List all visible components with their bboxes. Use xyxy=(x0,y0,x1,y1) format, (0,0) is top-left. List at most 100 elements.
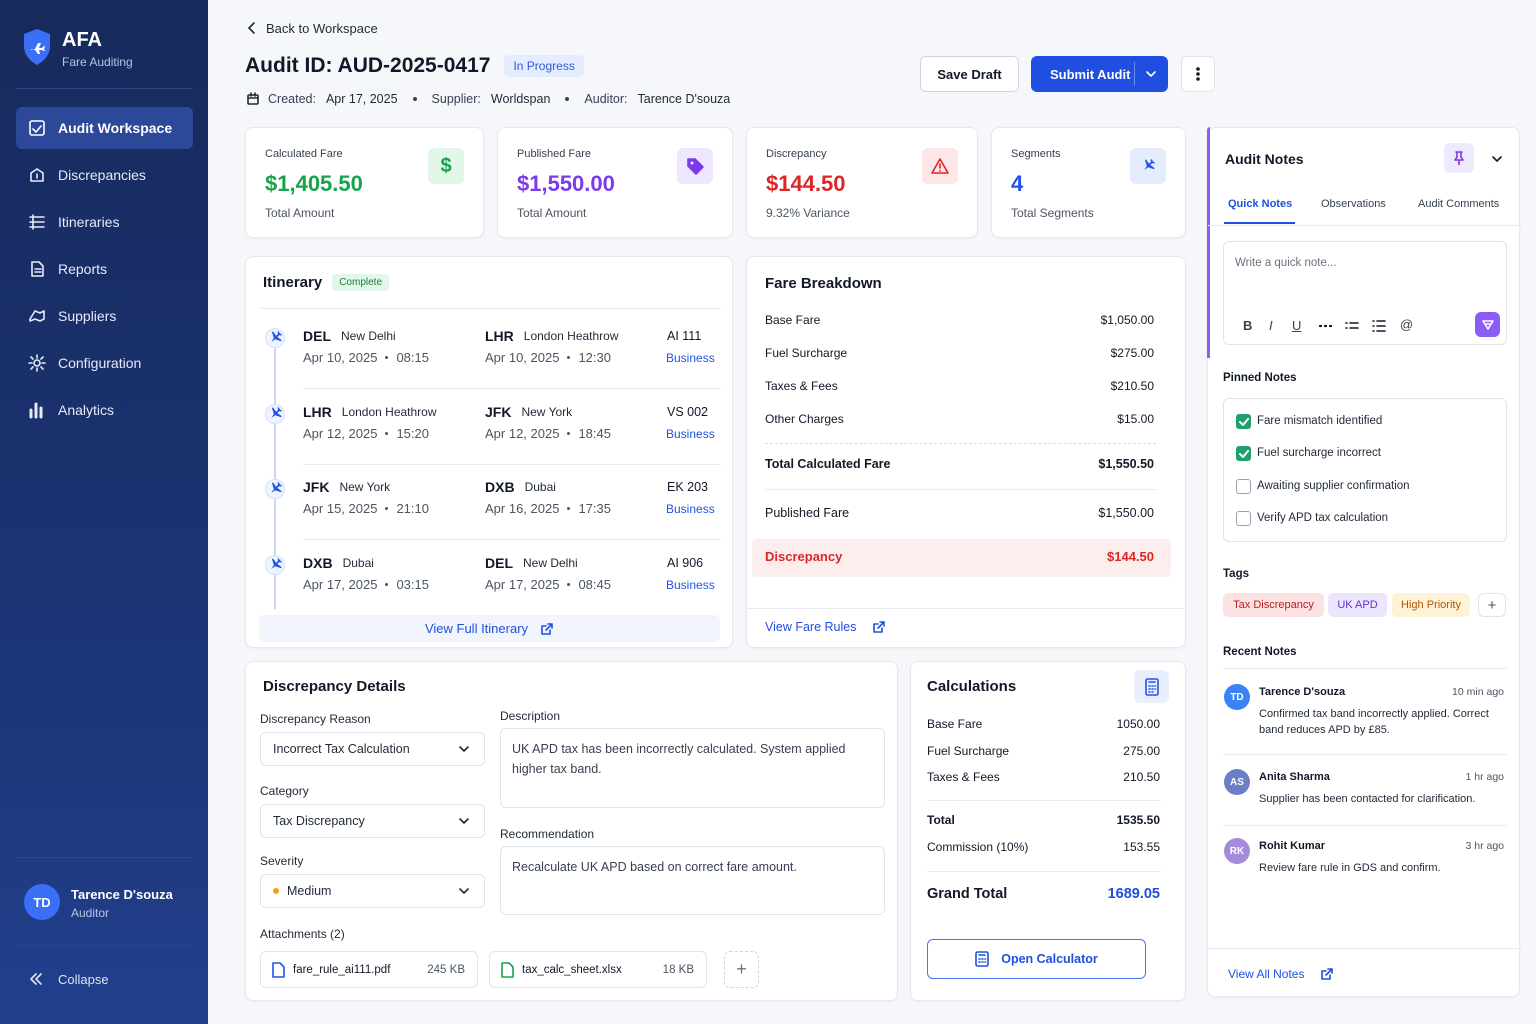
date: Apr 10, 2025 xyxy=(303,350,378,365)
airport-city: Dubai xyxy=(342,555,374,570)
tab[interactable]: Quick Notes xyxy=(1228,198,1293,210)
nav-item[interactable]: Discrepancies xyxy=(16,154,193,196)
toolbar-button[interactable]: U xyxy=(1292,318,1302,333)
note-text: Supplier has been contacted for clarific… xyxy=(1259,793,1476,805)
nav-item[interactable]: Suppliers xyxy=(16,295,193,337)
file-name: fare_rule_ai111.pdf xyxy=(293,963,391,976)
attachment[interactable]: tax_calc_sheet.xlsx 18 KB xyxy=(489,951,707,988)
notes-panel: Audit Notes Quick Notes Observations Audit … xyxy=(1207,127,1521,997)
icon xyxy=(31,261,44,277)
field-label: Category xyxy=(260,784,309,798)
tab[interactable]: Observations xyxy=(1321,198,1386,210)
toolbar-button[interactable] xyxy=(1371,318,1387,334)
icon xyxy=(459,746,469,752)
add-attachment-button[interactable]: + xyxy=(724,951,759,988)
back-link[interactable]: Back to Workspace xyxy=(244,20,378,36)
select-severity[interactable]: Medium xyxy=(260,874,485,908)
link-icon xyxy=(540,622,554,636)
view-all-notes-link[interactable]: View All Notes xyxy=(1228,967,1334,981)
nav-item[interactable]: Analytics xyxy=(16,389,193,431)
cabin-class: Business xyxy=(666,577,715,592)
divider xyxy=(1223,668,1507,669)
add-tag-button[interactable]: + xyxy=(1478,593,1506,617)
brand-subtitle: Fare Auditing xyxy=(62,55,133,69)
toolbar-button[interactable]: I xyxy=(1269,318,1273,333)
user-role: Auditor xyxy=(71,906,110,920)
select-chevron xyxy=(456,813,472,829)
airport-city: Dubai xyxy=(524,480,556,494)
nav-item[interactable]: Itineraries xyxy=(16,201,193,243)
row-label: Fuel Surcharge xyxy=(927,743,1010,758)
airport-city: New Delhi xyxy=(523,555,578,570)
collapse-panel-button[interactable] xyxy=(1489,151,1505,167)
select-category[interactable]: Tax Discrepancy xyxy=(260,804,485,838)
icon xyxy=(271,406,283,418)
time: 08:15 xyxy=(396,350,429,365)
file-icon xyxy=(271,961,285,978)
icon xyxy=(459,888,469,894)
nav-item[interactable]: Configuration xyxy=(16,342,193,384)
toolbar-button[interactable] xyxy=(1344,318,1360,334)
page-title: Audit ID: AUD-2025-0417 xyxy=(245,54,491,77)
separator-dot xyxy=(385,431,389,435)
checkbox[interactable] xyxy=(1236,478,1251,494)
tag[interactable]: UK APD xyxy=(1328,593,1387,617)
airport-code: LHR xyxy=(485,328,514,344)
submit-button[interactable]: Submit Audit xyxy=(1031,56,1168,92)
icon xyxy=(30,973,42,985)
save-draft-button[interactable]: Save Draft xyxy=(920,56,1019,92)
checkbox[interactable] xyxy=(1236,414,1251,429)
toolbar-button[interactable]: B xyxy=(1243,318,1253,333)
meta-row: Created: Apr 17, 2025 Supplier: Worldspan Au… xyxy=(246,92,730,106)
row-value: $1,050.00 xyxy=(1100,313,1154,327)
nav-item[interactable]: Reports xyxy=(16,248,193,290)
divider xyxy=(303,463,721,465)
select-value: Medium xyxy=(287,884,332,898)
separator-dot xyxy=(385,582,389,586)
tab[interactable]: Audit Comments xyxy=(1418,198,1500,210)
toolbar-button[interactable] xyxy=(1318,318,1334,334)
datetime: Apr 17, 2025 08:45 xyxy=(485,577,611,592)
submit-dropdown[interactable] xyxy=(1135,66,1159,82)
textarea-recommendation[interactable]: Recalculate UK APD based on correct fare… xyxy=(500,846,885,915)
meta-label: Auditor: xyxy=(584,92,628,106)
time: 18:45 xyxy=(578,425,611,441)
card-title: Calculations xyxy=(927,678,1017,695)
checkbox[interactable] xyxy=(1236,446,1251,462)
tag[interactable]: High Priority xyxy=(1392,593,1470,617)
nav-item[interactable]: Audit Workspace xyxy=(16,107,193,149)
checkbox[interactable] xyxy=(1236,510,1251,526)
note-text: Confirmed tax band incorrectly applied. … xyxy=(1259,708,1489,736)
icon xyxy=(975,951,990,967)
date: Apr 12, 2025 xyxy=(303,425,378,441)
kpi-icon: $ xyxy=(428,148,464,184)
more-button[interactable] xyxy=(1181,56,1215,92)
textarea-description[interactable]: UK APD tax has been incorrectly calculat… xyxy=(500,728,885,808)
quick-note-input[interactable]: Write a quick note... B I U @ xyxy=(1223,241,1507,345)
icon xyxy=(1239,418,1249,426)
tab-underline xyxy=(1224,222,1295,224)
attachment[interactable]: fare_rule_ai111.pdf 245 KB xyxy=(260,951,478,988)
brand: AFA xyxy=(62,29,102,51)
divider xyxy=(16,88,193,89)
flight-number: AI 906 xyxy=(667,555,704,570)
timeline-line xyxy=(274,337,276,609)
toolbar-button[interactable]: @ xyxy=(1400,317,1414,332)
icon xyxy=(1345,322,1359,329)
airport: LHR London Heathrow xyxy=(303,404,437,420)
nav-icon xyxy=(28,354,46,372)
collapse-button[interactable]: Collapse xyxy=(28,971,109,987)
divider xyxy=(765,489,1156,490)
send-button[interactable] xyxy=(1475,312,1500,337)
view-fare-rules-link[interactable]: View Fare Rules xyxy=(765,620,886,634)
view-itinerary-link[interactable]: View Full Itinerary xyxy=(259,615,720,642)
row-value: $1,550.50 xyxy=(1098,457,1154,471)
tag[interactable]: Tax Discrepancy xyxy=(1223,593,1324,617)
icon xyxy=(1196,67,1200,81)
pin-button[interactable] xyxy=(1444,143,1474,173)
open-calculator-button[interactable]: Open Calculator xyxy=(927,939,1146,979)
time: 17:35 xyxy=(578,501,611,516)
select-reason[interactable]: Incorrect Tax Calculation xyxy=(260,732,485,766)
kpi-label: Calculated Fare xyxy=(265,148,343,160)
calculations-card: Calculations Base Fare 1050.00 Fuel Surchar… xyxy=(910,661,1186,1001)
